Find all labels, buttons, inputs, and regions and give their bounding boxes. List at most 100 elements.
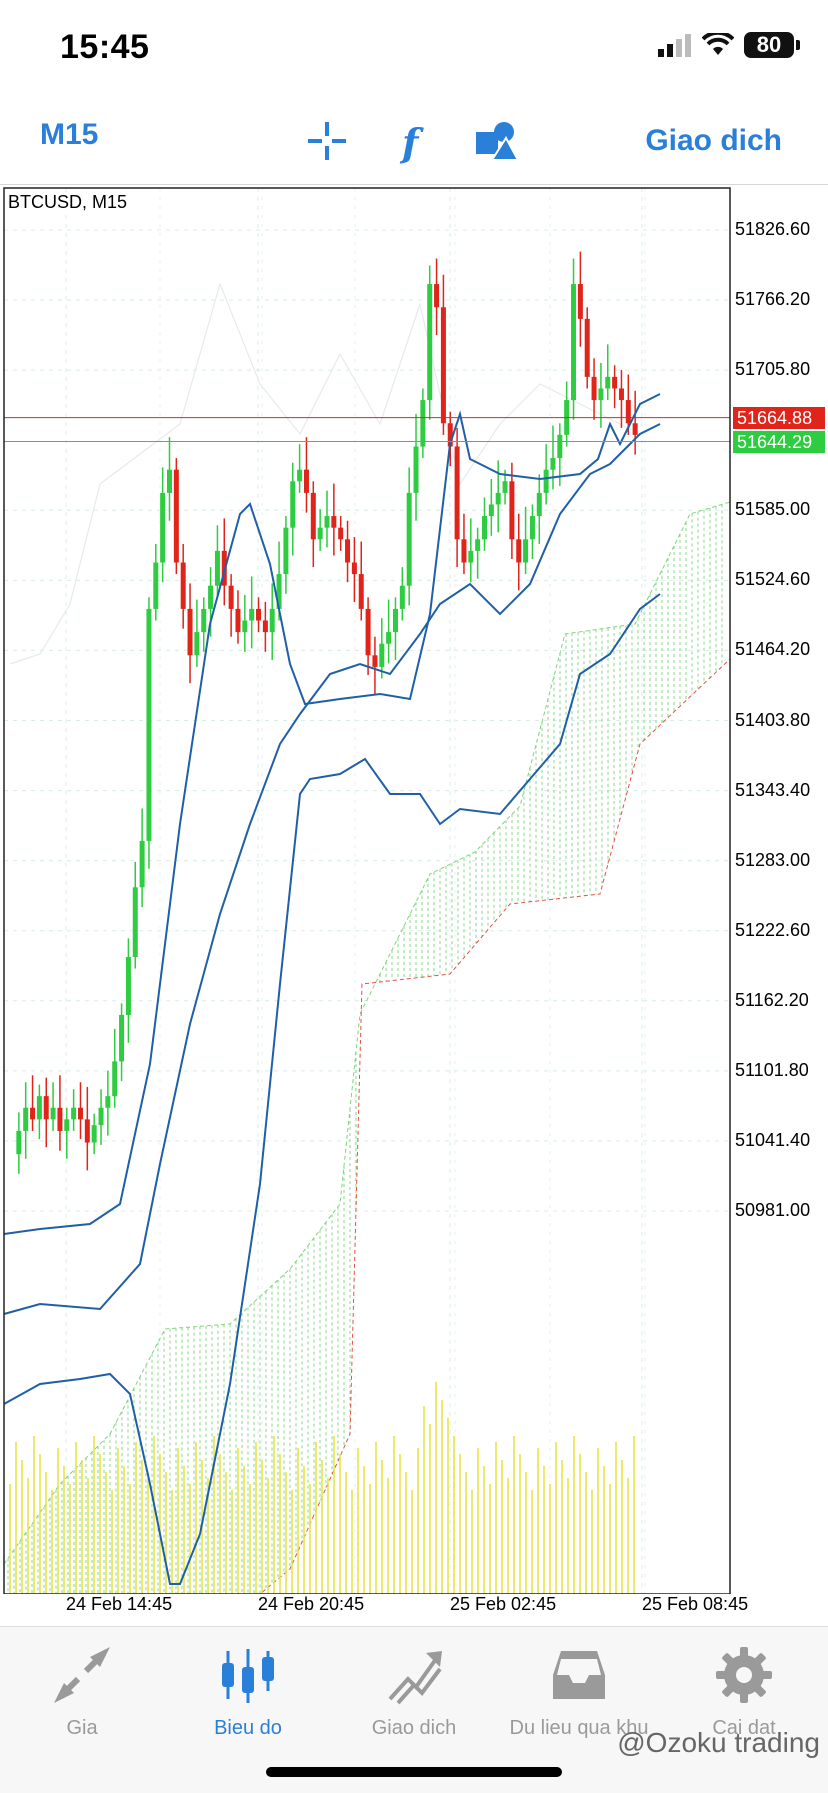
candle-body	[434, 284, 440, 308]
candle-body	[187, 608, 193, 656]
objects-icon[interactable]	[474, 118, 520, 164]
tab-settings-label: Cai dat	[712, 1717, 776, 1739]
candle-body	[386, 632, 392, 644]
tab-history[interactable]: Du lieu qua khu	[500, 1645, 658, 1755]
faint-indicator-line	[9, 282, 641, 665]
candle-body	[119, 1014, 125, 1062]
candle-body	[612, 376, 618, 389]
price-tick-label: 51041.40	[735, 1129, 811, 1150]
trade-chart-icon	[388, 1651, 442, 1705]
candle-body	[468, 550, 474, 563]
candle-body	[201, 608, 207, 633]
price-tick-label: 50981.00	[735, 1200, 811, 1220]
candle-body	[413, 446, 419, 493]
price-tick-label: 51766.20	[735, 289, 811, 310]
price-tick-label: 51464.20	[735, 639, 811, 660]
candle-body	[50, 1107, 56, 1120]
ask-price-tag: 51664.88	[733, 406, 825, 429]
upper-band	[3, 393, 661, 1235]
candle-body	[598, 388, 604, 401]
candle-body	[297, 469, 303, 482]
candle-body	[167, 469, 172, 493]
candle-body	[502, 481, 508, 493]
candle-body	[516, 539, 522, 563]
candle-body	[509, 481, 515, 540]
candle-body	[331, 516, 337, 528]
tab-chart[interactable]: Bieu do	[168, 1645, 328, 1755]
candle-body	[77, 1107, 83, 1120]
candle-body	[84, 1119, 90, 1143]
tab-trade-label: Giao dich	[371, 1717, 457, 1739]
price-tick-label: 51343.40	[735, 779, 811, 800]
ichimoku-cloud	[3, 501, 731, 1594]
bottom-tab-bar: Gia Bieu do Giao dich Du lieu qua khu	[0, 1626, 828, 1793]
candle-body	[591, 376, 597, 401]
price-tick-label: 51826.60	[735, 219, 811, 239]
candle-body	[71, 1107, 77, 1120]
bollinger-bands	[3, 393, 661, 1585]
lower-band	[3, 593, 661, 1585]
volume-bars	[9, 1382, 635, 1594]
price-chart[interactable]: BTCUSD, M15 51826.60 51766.20 51705.80 5158…	[0, 184, 828, 1614]
candle-body	[358, 574, 364, 609]
candle-body	[276, 574, 282, 609]
candle-body	[345, 539, 351, 563]
candle-body	[43, 1096, 49, 1120]
candle-body	[153, 562, 159, 609]
candle-body	[618, 388, 624, 401]
candle-body	[249, 608, 255, 621]
candle-body	[98, 1107, 104, 1126]
candle-body	[256, 608, 262, 621]
history-inbox-icon	[553, 1651, 605, 1699]
svg-text:f: f	[399, 120, 424, 164]
candle-body	[180, 562, 186, 609]
candle-body	[577, 284, 583, 319]
timeframe-button[interactable]: M15	[40, 118, 99, 151]
gear-icon	[716, 1647, 772, 1703]
candle-body	[173, 469, 179, 563]
candle-body	[235, 608, 241, 633]
candle-body	[338, 527, 344, 540]
candle-body	[543, 469, 549, 493]
candle-body	[262, 620, 268, 633]
tab-trade[interactable]: Giao dich	[334, 1645, 494, 1755]
tab-settings[interactable]: Cai dat	[664, 1645, 824, 1755]
time-tick-label: 25 Feb 08:45	[642, 1594, 749, 1614]
bid-price-tag: 51644.29	[733, 430, 825, 453]
price-tick-label: 51283.00	[735, 849, 811, 870]
candlestick-chart-icon	[222, 1649, 274, 1703]
price-tick-label: 51403.80	[735, 709, 811, 730]
senkou-span-a	[3, 501, 731, 1565]
crosshair-icon[interactable]	[304, 118, 350, 164]
indicator-function-icon[interactable]: f	[392, 118, 438, 164]
trade-button[interactable]: Giao dich	[645, 124, 782, 157]
candle-body	[139, 840, 145, 888]
candle-body	[632, 423, 638, 435]
candle-body	[160, 492, 166, 563]
candle-body	[399, 585, 405, 609]
candle-body	[242, 620, 248, 633]
ghost-line	[9, 282, 641, 665]
candle-body	[550, 458, 556, 470]
tab-quotes[interactable]: Gia	[2, 1645, 162, 1755]
middle-band	[3, 423, 661, 1315]
candle-body	[146, 608, 152, 841]
status-time: 15:45	[60, 28, 150, 66]
candle-body	[454, 446, 460, 540]
candle-body	[269, 608, 275, 633]
candle-body	[317, 527, 323, 540]
candle-body	[228, 585, 234, 609]
chart-canvas[interactable]	[0, 184, 828, 1594]
candle-body	[132, 887, 138, 957]
candle-body	[30, 1107, 36, 1120]
candle-body	[64, 1119, 70, 1131]
candle-body	[36, 1096, 42, 1120]
home-indicator	[266, 1767, 562, 1777]
candle-body	[365, 608, 371, 656]
candle-body	[605, 376, 611, 389]
wifi-icon	[702, 33, 734, 55]
candle-body	[529, 516, 535, 540]
quotes-arrows-icon	[54, 1647, 110, 1703]
candle-body	[283, 527, 289, 575]
candle-body	[427, 284, 433, 401]
